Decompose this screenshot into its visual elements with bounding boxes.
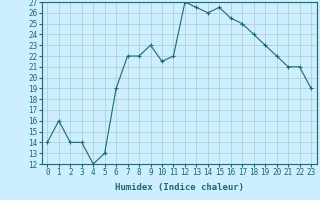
X-axis label: Humidex (Indice chaleur): Humidex (Indice chaleur) <box>115 183 244 192</box>
